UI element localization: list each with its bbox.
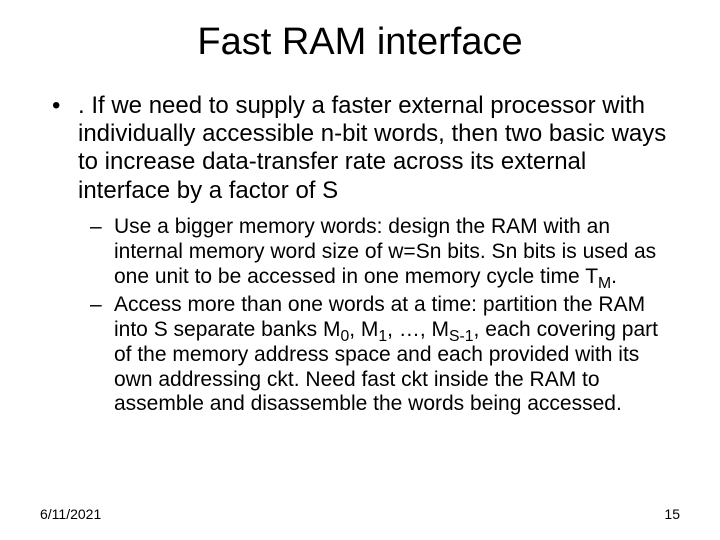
- bullet-list-level2: Use a bigger memory words: design the RA…: [78, 215, 680, 417]
- slide-footer: 6/11/2021 15: [40, 506, 680, 522]
- slide-title: Fast RAM interface: [40, 22, 680, 64]
- bullet-list-level1: . If we need to supply a faster external…: [40, 92, 680, 417]
- sub1-tail: .: [611, 265, 617, 288]
- sub2-text-c: , …, M: [387, 318, 449, 341]
- sub-bullet-2: Access more than one words at a time: pa…: [104, 293, 680, 417]
- bullet1-text: If we need to supply a faster external p…: [78, 92, 666, 204]
- bullet1-prefix: .: [78, 92, 91, 119]
- bullet-item-1: . If we need to supply a faster external…: [68, 92, 680, 417]
- slide: Fast RAM interface . If we need to suppl…: [0, 0, 720, 540]
- footer-date: 6/11/2021: [40, 506, 101, 522]
- sub1-subscript: M: [598, 275, 611, 292]
- sub2-text-b: , M: [349, 318, 378, 341]
- footer-page-number: 15: [664, 506, 680, 522]
- sub1-text-a: Use a bigger memory words: design the RA…: [114, 215, 656, 288]
- sub-bullet-1: Use a bigger memory words: design the RA…: [104, 215, 680, 289]
